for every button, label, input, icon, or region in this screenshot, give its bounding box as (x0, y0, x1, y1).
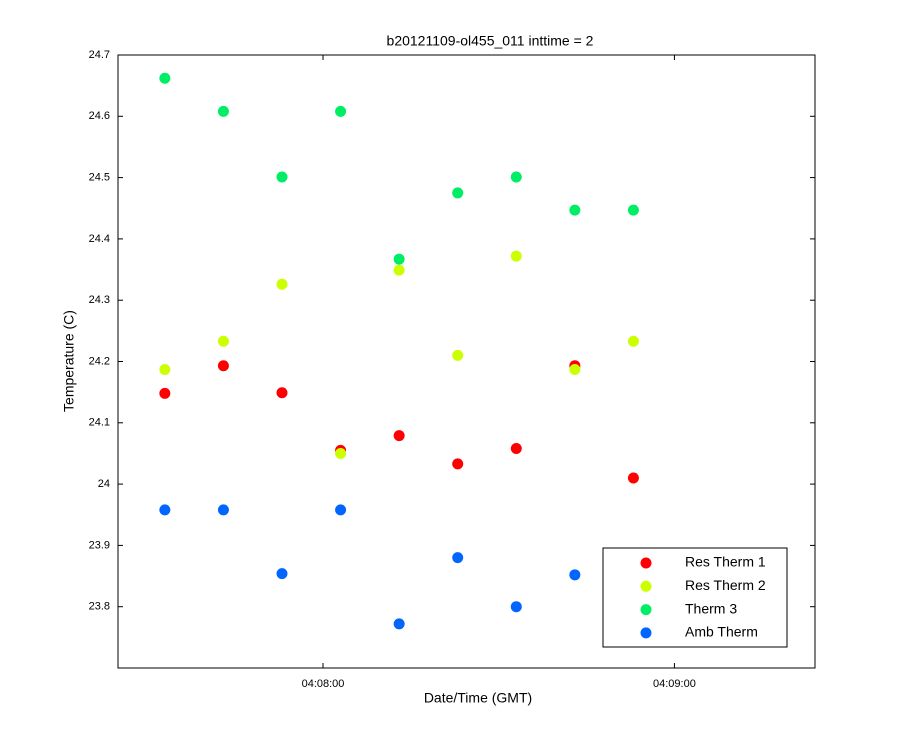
x-tick-label: 04:09:00 (653, 678, 696, 690)
point (276, 568, 288, 580)
point (217, 105, 229, 117)
point (159, 363, 171, 375)
y-tick-label: 24.5 (89, 172, 110, 184)
point (393, 264, 405, 276)
x-tick-label: 04:08:00 (302, 678, 345, 690)
point (510, 443, 522, 455)
legend-marker (640, 627, 652, 639)
y-tick-label: 23.8 (89, 601, 110, 613)
point (452, 349, 464, 361)
point (335, 105, 347, 117)
y-axis-label: Temperature (C) (61, 310, 77, 412)
point (159, 387, 171, 399)
chart-title: b20121109-ol455_011 inttime = 2 (387, 33, 594, 49)
point (393, 618, 405, 630)
y-tick-label: 24.2 (89, 355, 110, 367)
point (217, 504, 229, 516)
point (217, 360, 229, 372)
point (569, 363, 581, 375)
point (627, 204, 639, 216)
point (393, 253, 405, 265)
y-tick-label: 24 (98, 478, 110, 490)
point (569, 204, 581, 216)
legend-box (602, 547, 788, 648)
y-tick-label: 23.9 (89, 539, 110, 551)
legend-marker (640, 557, 652, 569)
y-tick-label: 24.4 (89, 233, 110, 245)
legend-marker (640, 604, 652, 616)
point (452, 458, 464, 470)
y-tick-label: 24.1 (89, 417, 110, 429)
point (627, 472, 639, 484)
point (510, 601, 522, 613)
point (276, 278, 288, 290)
point (393, 430, 405, 442)
legend-label: Therm 3 (685, 600, 737, 616)
y-tick-label: 24.3 (89, 294, 110, 306)
legend-label: Res Therm 2 (685, 577, 766, 593)
point (452, 187, 464, 199)
point (276, 171, 288, 183)
point (569, 569, 581, 581)
point (627, 335, 639, 347)
point (159, 504, 171, 516)
point (159, 72, 171, 84)
y-tick-label: 24.6 (89, 110, 110, 122)
point (335, 447, 347, 459)
point (276, 387, 288, 399)
legend-label: Amb Therm (685, 624, 758, 640)
point (510, 171, 522, 183)
legend-label: Res Therm 1 (685, 554, 766, 570)
legend-marker (640, 580, 652, 592)
point (452, 552, 464, 564)
x-axis-label: Date/Time (GMT) (424, 690, 532, 706)
point (335, 504, 347, 516)
point (217, 335, 229, 347)
point (510, 250, 522, 262)
y-tick-label: 24.7 (89, 49, 110, 61)
